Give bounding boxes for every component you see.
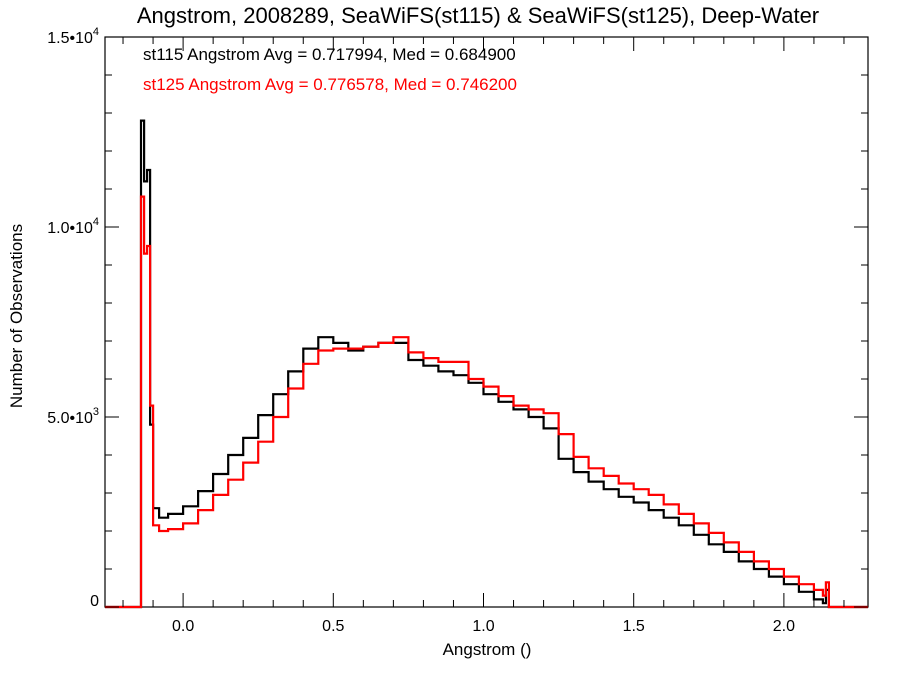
plot-frame [104, 36, 869, 608]
y-tick-label: 0 [90, 593, 99, 610]
x-tick-label: 0.0 [172, 618, 194, 635]
y-tick-label: 5.0•103 [47, 406, 99, 427]
x-tick-label: 1.5 [623, 618, 645, 635]
y-axis-label: Number of Observations [7, 224, 26, 408]
annotation-st125: st125 Angstrom Avg = 0.776578, Med = 0.7… [143, 75, 517, 94]
series-line-1 [105, 195, 868, 609]
x-tick-label: 1.0 [472, 618, 494, 635]
annotation-st115: st115 Angstrom Avg = 0.717994, Med = 0.6… [143, 45, 516, 64]
x-tick-label: 0.5 [322, 618, 344, 635]
x-axis-label: Angstrom () [443, 640, 532, 659]
series-line-0 [105, 119, 868, 609]
y-tick-label: 1.0•104 [47, 216, 99, 237]
y-tick-label: 1.5•104 [47, 26, 99, 47]
chart-title: Angstrom, 2008289, SeaWiFS(st115) & SeaW… [137, 3, 819, 28]
x-tick-label: 2.0 [773, 618, 795, 635]
